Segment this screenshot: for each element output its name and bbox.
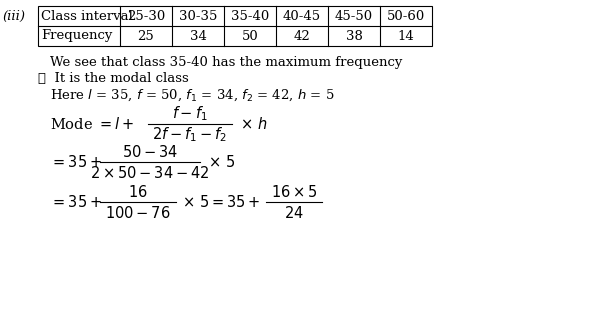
- Text: $2f - f_1 - f_2$: $2f - f_1 - f_2$: [153, 126, 228, 144]
- Text: 40-45: 40-45: [283, 9, 321, 22]
- Text: 50-60: 50-60: [387, 9, 425, 22]
- Text: $\times\ h$: $\times\ h$: [240, 116, 267, 132]
- Text: 25: 25: [138, 29, 154, 42]
- Text: 34: 34: [189, 29, 206, 42]
- Text: 45-50: 45-50: [335, 9, 373, 22]
- Text: $16\times5$: $16\times5$: [270, 184, 317, 200]
- Text: $16$: $16$: [128, 184, 148, 200]
- Text: 25-30: 25-30: [127, 9, 165, 22]
- Text: $f - f_1$: $f - f_1$: [172, 105, 208, 123]
- Bar: [38, 6, 432, 46]
- Text: 14: 14: [398, 29, 414, 42]
- Text: 35-40: 35-40: [231, 9, 269, 22]
- Text: 38: 38: [346, 29, 362, 42]
- Text: $100 - 76$: $100 - 76$: [105, 205, 171, 221]
- Text: Mode $= l +$: Mode $= l +$: [50, 116, 134, 132]
- Text: Class interval: Class interval: [41, 9, 133, 22]
- Text: $2\times50 - 34 - 42$: $2\times50 - 34 - 42$: [90, 165, 210, 181]
- Text: $\times\ 5$: $\times\ 5$: [208, 154, 235, 170]
- Text: (iii): (iii): [2, 9, 25, 22]
- Text: 42: 42: [294, 29, 310, 42]
- Text: 30-35: 30-35: [179, 9, 217, 22]
- Text: $24$: $24$: [284, 205, 304, 221]
- Text: Frequency: Frequency: [41, 29, 112, 42]
- Text: $= 35 +$: $= 35 +$: [50, 194, 102, 210]
- Text: ∴  It is the modal class: ∴ It is the modal class: [38, 72, 189, 85]
- Text: 50: 50: [242, 29, 258, 42]
- Text: $\times\ 5 = 35 +$: $\times\ 5 = 35 +$: [182, 194, 260, 210]
- Text: $50 - 34$: $50 - 34$: [122, 144, 178, 160]
- Text: $= 35 +$: $= 35 +$: [50, 154, 102, 170]
- Text: Here $l$ = 35, $f$ = 50, $f_1$ = 34, $f_2$ = 42, $h$ = 5: Here $l$ = 35, $f$ = 50, $f_1$ = 34, $f_…: [50, 88, 335, 103]
- Text: We see that class 35-40 has the maximum frequency: We see that class 35-40 has the maximum …: [50, 56, 403, 69]
